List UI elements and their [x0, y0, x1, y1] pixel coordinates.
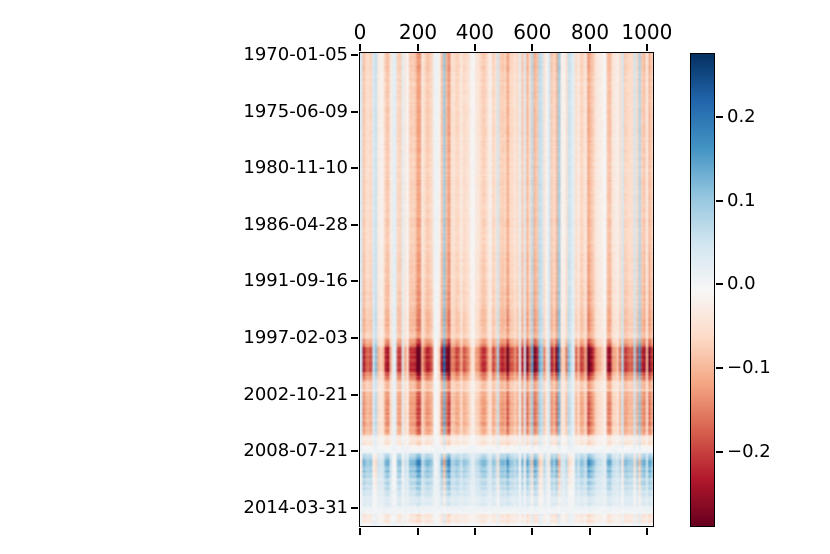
x-tick-bottom — [531, 527, 534, 535]
y-tick-label: 1970-01-05 — [243, 43, 348, 65]
heatmap-canvas — [360, 53, 653, 526]
colorbar-gradient — [691, 54, 714, 526]
y-tick-label: 1986-04-28 — [243, 213, 348, 235]
x-tick-bottom — [473, 527, 476, 535]
x-tick-bottom — [589, 527, 591, 535]
y-tick — [351, 507, 359, 510]
x-tick-label: 400 — [455, 20, 494, 44]
x-tick-bottom — [417, 527, 419, 535]
x-tick-top — [531, 44, 534, 52]
x-tick-label: 200 — [398, 20, 438, 44]
x-tick-top — [589, 44, 591, 52]
y-tick-label: 2002-10-21 — [243, 383, 348, 405]
colorbar: 0.2 0.1 0.0 −0.1 −0.2 — [690, 53, 771, 527]
y-tick-label: 1991-09-16 — [243, 270, 348, 292]
colorbar-tick-label: 0.1 — [727, 189, 756, 211]
y-tick-label: 2008-07-21 — [243, 440, 348, 462]
y-tick — [351, 223, 359, 226]
x-tick-bottom — [645, 527, 648, 535]
x-tick-label: 600 — [513, 20, 552, 44]
y-tick — [351, 280, 359, 283]
y-tick — [351, 53, 359, 56]
colorbar-tick — [715, 367, 723, 370]
x-tick-top — [359, 44, 361, 52]
y-tick — [351, 167, 359, 170]
colorbar-tick-label: 0.0 — [727, 273, 756, 295]
x-tick-top — [645, 44, 648, 52]
y-tick — [351, 450, 359, 453]
colorbar-tick-label: 0.2 — [727, 105, 756, 127]
x-tick-top — [473, 44, 476, 52]
colorbar-tick — [715, 451, 723, 454]
y-tick — [351, 393, 359, 396]
y-tick-label: 1997-02-03 — [243, 327, 348, 349]
colorbar-tick-label: −0.1 — [727, 357, 771, 379]
heatmap-plot-area: 0 200 400 600 800 1000 1970-01-05 1975-06-09 198… — [243, 21, 672, 535]
colorbar-tick — [715, 199, 723, 202]
x-tick-label: 800 — [570, 20, 610, 44]
y-tick — [351, 110, 359, 113]
x-tick-top — [417, 44, 419, 52]
y-tick-label: 1975-06-09 — [243, 100, 348, 122]
x-tick-label: 1000 — [621, 20, 673, 44]
colorbar-tick-label: −0.2 — [727, 441, 771, 463]
colorbar-tick — [715, 283, 723, 286]
colorbar-tick — [715, 115, 723, 118]
y-tick — [351, 337, 359, 340]
x-tick-label: 0 — [353, 20, 367, 44]
y-tick-label: 2014-03-31 — [243, 497, 348, 519]
y-tick-label: 1980-11-10 — [243, 157, 348, 179]
x-tick-bottom — [359, 527, 361, 535]
